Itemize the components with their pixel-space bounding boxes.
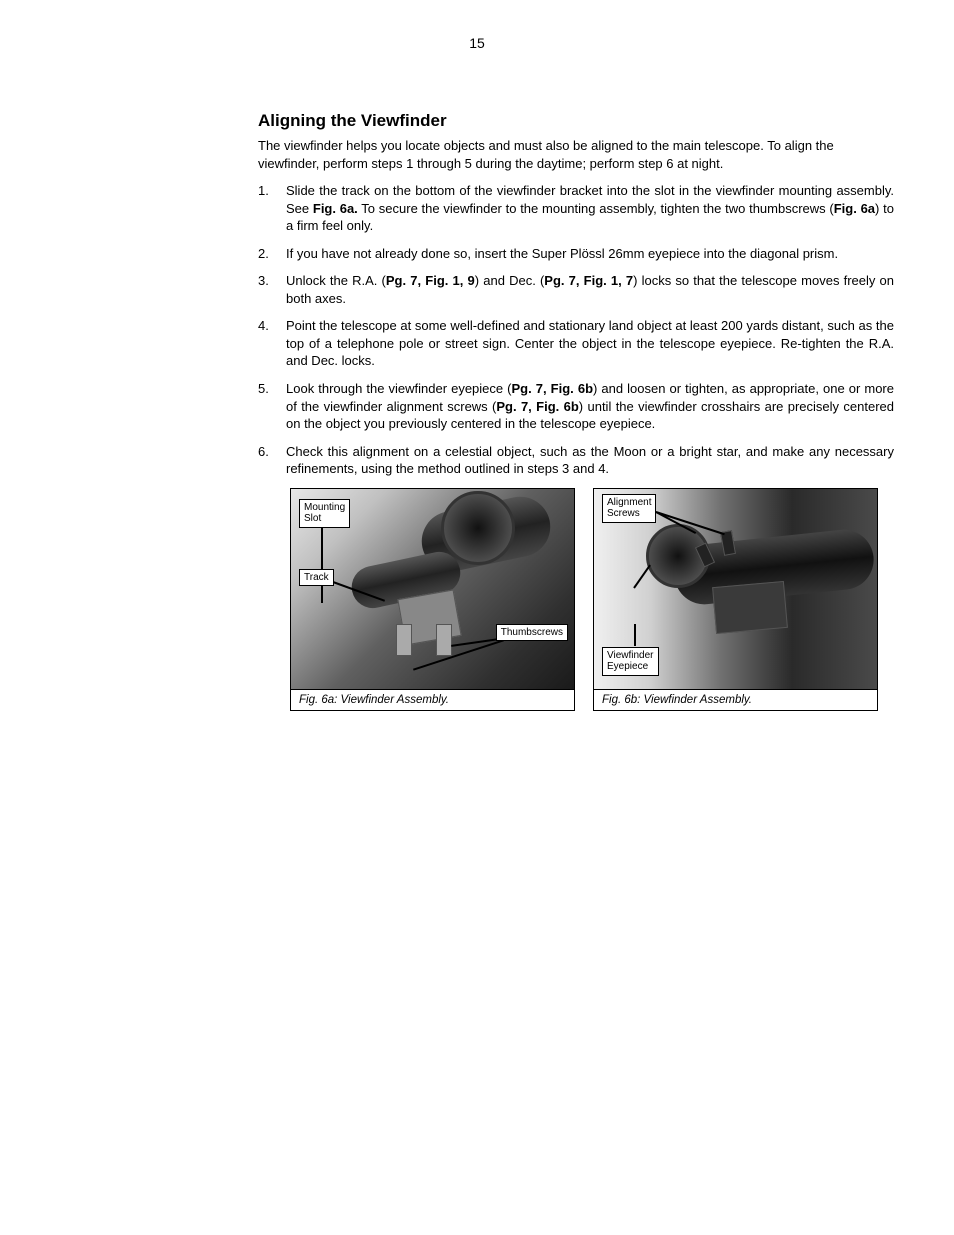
procedure-step: 2.If you have not already done so, inser… bbox=[258, 245, 894, 263]
label-alignment-screws: Alignment Screws bbox=[602, 494, 656, 523]
figure-6a-caption: Fig. 6a: Viewfinder Assembly. bbox=[291, 689, 574, 710]
label-viewfinder-eyepiece: Viewfinder Eyepiece bbox=[602, 647, 659, 676]
step-text: Point the telescope at some well-defined… bbox=[286, 317, 894, 370]
step-number: 2. bbox=[258, 245, 286, 263]
procedure-step: 6.Check this alignment on a celestial ob… bbox=[258, 443, 894, 478]
step-text: If you have not already done so, insert … bbox=[286, 245, 894, 263]
figure-6b-image: Alignment Screws Viewfinder Eyepiece bbox=[594, 489, 877, 689]
intro-paragraph: The viewfinder helps you locate objects … bbox=[258, 137, 894, 172]
figure-6b: Alignment Screws Viewfinder Eyepiece Fig… bbox=[593, 488, 878, 711]
procedure-step: 4.Point the telescope at some well-defin… bbox=[258, 317, 894, 370]
step-text: Check this alignment on a celestial obje… bbox=[286, 443, 894, 478]
step-number: 4. bbox=[258, 317, 286, 370]
section-title: Aligning the Viewfinder bbox=[258, 111, 894, 131]
step-text: Unlock the R.A. (Pg. 7, Fig. 1, 9) and D… bbox=[286, 272, 894, 307]
step-number: 1. bbox=[258, 182, 286, 235]
figure-6b-caption: Fig. 6b: Viewfinder Assembly. bbox=[594, 689, 877, 710]
procedure-list: 1.Slide the track on the bottom of the v… bbox=[258, 182, 894, 478]
step-number: 3. bbox=[258, 272, 286, 307]
figure-6a: Mounting Slot Track Thumbscrews Fig. 6a:… bbox=[290, 488, 575, 711]
page-number: 15 bbox=[60, 35, 894, 51]
procedure-step: 3.Unlock the R.A. (Pg. 7, Fig. 1, 9) and… bbox=[258, 272, 894, 307]
procedure-step: 1.Slide the track on the bottom of the v… bbox=[258, 182, 894, 235]
document-page: 15 Aligning the Viewfinder The viewfinde… bbox=[0, 0, 954, 771]
figure-row: Mounting Slot Track Thumbscrews Fig. 6a:… bbox=[290, 488, 894, 711]
step-text: Look through the viewfinder eyepiece (Pg… bbox=[286, 380, 894, 433]
label-thumbscrews: Thumbscrews bbox=[496, 624, 568, 642]
step-text: Slide the track on the bottom of the vie… bbox=[286, 182, 894, 235]
procedure-step: 5.Look through the viewfinder eyepiece (… bbox=[258, 380, 894, 433]
step-number: 5. bbox=[258, 380, 286, 433]
figure-6a-image: Mounting Slot Track Thumbscrews bbox=[291, 489, 574, 689]
label-mounting-slot: Mounting Slot bbox=[299, 499, 350, 528]
step-number: 6. bbox=[258, 443, 286, 478]
label-track: Track bbox=[299, 569, 334, 587]
